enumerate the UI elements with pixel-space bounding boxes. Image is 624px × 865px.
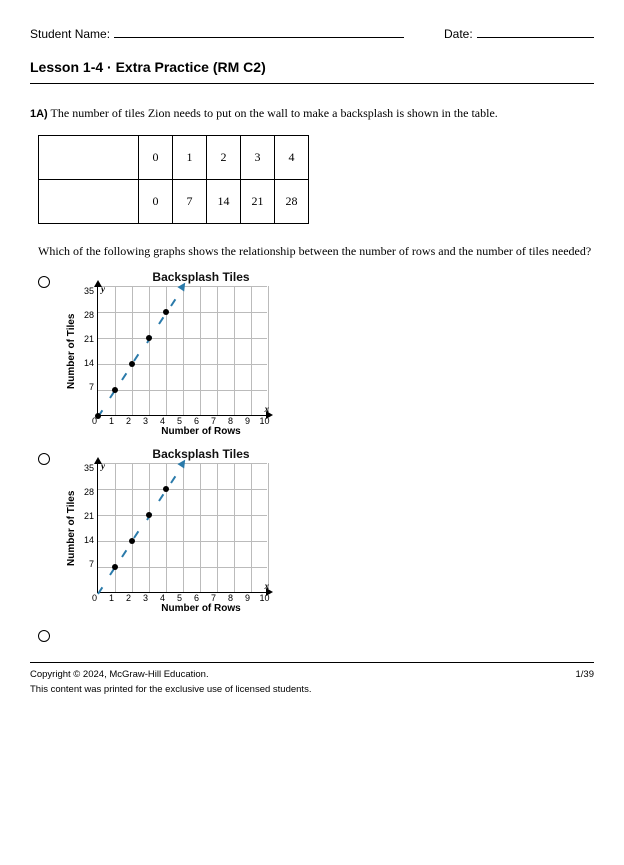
x-tick: 6 — [188, 416, 205, 426]
x-tick: 4 — [154, 416, 171, 426]
x-tick: 1 — [103, 593, 120, 603]
table-row: 0 7 14 21 28 — [39, 180, 309, 224]
x-axis-ticks: 1 2 3 4 5 6 7 8 9 10 — [103, 593, 273, 603]
y-tick: 21 — [84, 511, 94, 521]
x-tick: 5 — [171, 593, 188, 603]
student-name-line[interactable] — [114, 24, 404, 38]
radio-option-c[interactable] — [38, 630, 50, 642]
x-tick: 3 — [137, 593, 154, 603]
y-var-label: y — [101, 284, 105, 294]
y-tick: 7 — [89, 382, 94, 392]
y-tick: 14 — [84, 535, 94, 545]
x-var-label: x — [265, 404, 270, 414]
x-tick: 9 — [239, 593, 256, 603]
y-tick: 35 — [84, 286, 94, 296]
y-tick: 7 — [89, 559, 94, 569]
chart-plot-b: y x — [97, 463, 267, 593]
x-tick: 2 — [120, 593, 137, 603]
x-tick: 8 — [222, 593, 239, 603]
y-tick: 35 — [84, 463, 94, 473]
y-axis-ticks: 35 28 21 14 7 — [79, 286, 97, 416]
table-cell: 3 — [241, 136, 275, 180]
answer-options: Backsplash Tiles Number of Tiles 35 28 2… — [38, 270, 594, 642]
x-tick: 6 — [188, 593, 205, 603]
student-name-label: Student Name: — [30, 27, 110, 41]
option-b: Backsplash Tiles Number of Tiles 35 28 2… — [38, 447, 594, 618]
y-tick: 14 — [84, 358, 94, 368]
x-tick: 4 — [154, 593, 171, 603]
y-var-label: y — [101, 461, 105, 471]
y-tick: 28 — [84, 310, 94, 320]
table-row: 0 1 2 3 4 — [39, 136, 309, 180]
question-1a: 1A) The number of tiles Zion needs to pu… — [30, 106, 594, 121]
copyright-text: Copyright © 2024, McGraw-Hill Education. — [30, 669, 209, 680]
table-cell: 0 — [139, 136, 173, 180]
option-a: Backsplash Tiles Number of Tiles 35 28 2… — [38, 270, 594, 441]
x-axis-ticks: 1 2 3 4 5 6 7 8 9 10 — [103, 416, 273, 426]
table-cell: 2 — [207, 136, 241, 180]
x-tick: 1 — [103, 416, 120, 426]
y-axis-label: Number of Tiles — [64, 286, 79, 416]
question-text: The number of tiles Zion needs to put on… — [51, 106, 498, 120]
worksheet-header: Student Name: Date: — [30, 24, 594, 41]
table-row-label — [39, 180, 139, 224]
table-cell: 7 — [173, 180, 207, 224]
chart-title: Backsplash Tiles — [108, 270, 294, 284]
y-axis-label: Number of Tiles — [64, 463, 79, 593]
x-tick: 5 — [171, 416, 188, 426]
radio-option-a[interactable] — [38, 276, 50, 288]
sub-question: Which of the following graphs shows the … — [38, 242, 594, 260]
chart-option-b: Backsplash Tiles Number of Tiles 35 28 2… — [64, 447, 294, 618]
x-tick: 3 — [137, 416, 154, 426]
page-number: 1/39 — [576, 669, 595, 680]
lesson-title: Lesson 1-4 · Extra Practice (RM C2) — [30, 59, 594, 84]
question-label: 1A) — [30, 108, 48, 120]
chart-title: Backsplash Tiles — [108, 447, 294, 461]
table-cell: 0 — [139, 180, 173, 224]
x-var-label: x — [265, 581, 270, 591]
y-axis-ticks: 35 28 21 14 7 — [79, 463, 97, 593]
table-row-label — [39, 136, 139, 180]
y-tick: 28 — [84, 487, 94, 497]
x-tick: 8 — [222, 416, 239, 426]
table-cell: 14 — [207, 180, 241, 224]
x-tick: 9 — [239, 416, 256, 426]
origin-label: 0 — [92, 593, 97, 603]
x-axis-label: Number of Rows — [108, 426, 294, 437]
radio-option-b[interactable] — [38, 453, 50, 465]
table-cell: 21 — [241, 180, 275, 224]
date-line[interactable] — [477, 24, 594, 38]
page-footer: Copyright © 2024, McGraw-Hill Education.… — [30, 662, 594, 695]
chart-plot-a: y x — [97, 286, 267, 416]
x-tick: 7 — [205, 593, 222, 603]
y-tick: 21 — [84, 334, 94, 344]
x-tick: 7 — [205, 416, 222, 426]
table-cell: 4 — [275, 136, 309, 180]
table-cell: 1 — [173, 136, 207, 180]
table-cell: 28 — [275, 180, 309, 224]
x-tick: 2 — [120, 416, 137, 426]
x-axis-label: Number of Rows — [108, 603, 294, 614]
chart-option-a: Backsplash Tiles Number of Tiles 35 28 2… — [64, 270, 294, 441]
date-label: Date: — [444, 27, 473, 41]
option-c — [38, 624, 594, 642]
data-table: 0 1 2 3 4 0 7 14 21 28 — [38, 135, 309, 224]
license-note: This content was printed for the exclusi… — [30, 684, 594, 695]
